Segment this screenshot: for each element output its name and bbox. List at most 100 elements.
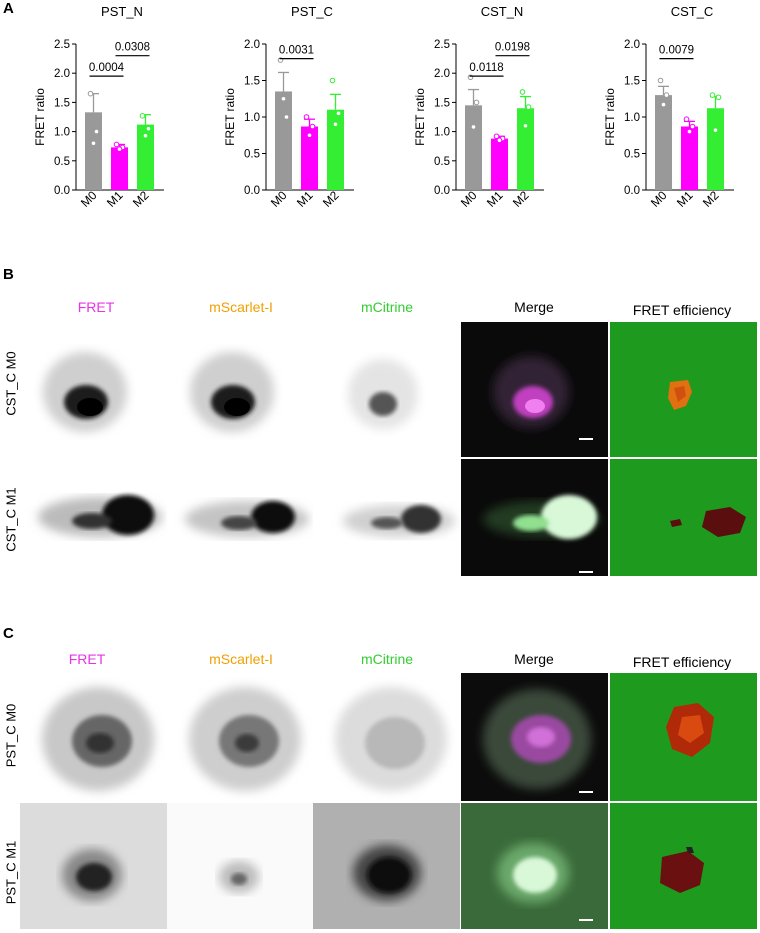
y-tick-label: 0.0	[244, 185, 260, 197]
data-point	[686, 128, 693, 135]
p-value-label: 0.0004	[89, 62, 125, 74]
y-tick-label: 0.5	[624, 149, 640, 161]
x-tick-label: M0	[458, 188, 480, 210]
data-point	[283, 114, 290, 120]
y-axis-label: FRET ratio	[603, 88, 617, 146]
data-point	[709, 92, 716, 98]
bar-chart-cst-c: CST_C FRET ratio 0.0 0.5 1.0 1.5 2.0 M0 M1 M2 0.00…	[590, 0, 760, 240]
header-merge: Merge	[514, 651, 554, 667]
p-value-label: 0.0308	[115, 42, 150, 54]
data-point	[303, 114, 310, 120]
header-mscarlet: mScarlet-I	[209, 299, 273, 315]
micrograph-mscarlet	[167, 803, 314, 929]
y-tick-label: 0.5	[434, 156, 450, 168]
bar	[655, 95, 672, 190]
micrograph-fret	[20, 459, 167, 576]
header-fret: FRET	[77, 299, 115, 315]
row-label-pst-c-m1: PST_C M1	[3, 840, 19, 905]
data-point	[683, 116, 690, 122]
chart-title: CST_C	[671, 4, 714, 19]
micrograph-mscarlet	[167, 459, 314, 576]
p-value-label: 0.0079	[659, 45, 694, 57]
micrograph-mscarlet	[167, 322, 314, 457]
bar	[85, 112, 102, 190]
bar-chart-pst-n: PST_N FRET ratio 0.0 0.5 1.0 1.5 2.0 2.5 M0 M1 M2 0…	[20, 0, 200, 240]
y-tick-label: 2.5	[54, 39, 70, 51]
y-tick-label: 1.0	[244, 112, 260, 124]
bar	[301, 126, 318, 190]
data-point	[280, 95, 287, 102]
micrograph-fret	[20, 803, 167, 929]
data-point	[335, 110, 342, 117]
micrograph-fret-efficiency	[610, 803, 757, 929]
y-axis-label: FRET ratio	[223, 88, 237, 146]
data-point	[470, 124, 477, 130]
data-point	[493, 133, 500, 140]
y-tick-label: 2.0	[624, 39, 640, 51]
bar	[137, 124, 154, 190]
x-tick-label: M0	[648, 188, 670, 210]
bar-chart-pst-c: PST_C FRET ratio 0.0 0.5 1.0 1.5 2.0 M0 M1 M2 0.00…	[210, 0, 390, 240]
x-tick-label: M2	[130, 188, 152, 210]
y-tick-label: 1.5	[434, 97, 450, 109]
panel-letter-b: B	[3, 266, 14, 283]
chart-title: CST_N	[481, 4, 524, 19]
p-value-label: 0.0031	[279, 45, 314, 57]
x-tick-label: M2	[510, 188, 532, 210]
bar	[111, 147, 128, 190]
data-point	[329, 77, 336, 84]
chart-title: PST_C	[291, 4, 333, 19]
row-label-cst-c-m0: CST_C M0	[3, 351, 19, 416]
bar	[465, 105, 482, 190]
bar	[517, 108, 534, 190]
data-point	[309, 123, 316, 130]
header-fret-efficiency: FRET efficiency	[632, 654, 732, 670]
x-tick-label: M1	[294, 188, 316, 210]
micrograph-merge	[461, 459, 608, 576]
micrograph-mcitrine	[313, 322, 460, 457]
data-point	[332, 121, 339, 128]
micrograph-merge	[461, 803, 608, 929]
chart-title: PST_N	[101, 4, 143, 19]
header-mscarlet: mScarlet-I	[209, 651, 273, 667]
micrograph-fret-efficiency	[610, 459, 757, 576]
header-mcitrine: mCitrine	[360, 299, 414, 315]
y-tick-label: 1.5	[54, 97, 70, 109]
data-point	[306, 132, 313, 139]
y-tick-label: 1.5	[624, 76, 640, 88]
data-point	[87, 90, 94, 97]
bar	[275, 91, 292, 190]
row-label-pst-c-m0: PST_C M0	[3, 703, 19, 768]
data-point	[139, 113, 146, 119]
micrograph-mcitrine	[313, 803, 460, 929]
data-point	[116, 146, 123, 152]
bar-chart-cst-n: CST_N FRET ratio 0.0 0.5 1.0 1.5 2.0 2.5 M0 M1 M2 0…	[400, 0, 580, 240]
row-label-cst-c-m1: CST_C M1	[3, 487, 19, 552]
x-tick-label: M1	[104, 188, 126, 210]
x-tick-label: M1	[484, 188, 506, 210]
data-point	[715, 94, 722, 101]
p-value-label: 0.0118	[469, 62, 503, 74]
y-tick-label: 2.0	[434, 68, 450, 80]
data-point	[93, 128, 100, 135]
y-tick-label: 0.5	[54, 156, 70, 168]
x-tick-label: M0	[78, 188, 100, 210]
micrograph-fret	[20, 322, 167, 457]
bar	[491, 138, 508, 190]
data-point	[113, 141, 120, 148]
y-axis-label: FRET ratio	[33, 88, 47, 146]
header-mcitrine: mCitrine	[360, 651, 414, 667]
y-tick-label: 1.0	[624, 112, 640, 124]
data-point	[660, 101, 667, 108]
data-point	[689, 123, 696, 130]
y-tick-label: 0.0	[434, 185, 450, 197]
data-point	[657, 77, 664, 84]
micrograph-mcitrine	[313, 673, 460, 801]
x-tick-label: M2	[700, 188, 722, 210]
header-fret-efficiency: FRET efficiency	[632, 302, 732, 318]
micrograph-merge	[461, 673, 608, 801]
data-point	[525, 104, 532, 110]
y-tick-label: 0.0	[624, 185, 640, 197]
micrograph-fret	[20, 673, 167, 801]
y-tick-label: 2.0	[54, 68, 70, 80]
